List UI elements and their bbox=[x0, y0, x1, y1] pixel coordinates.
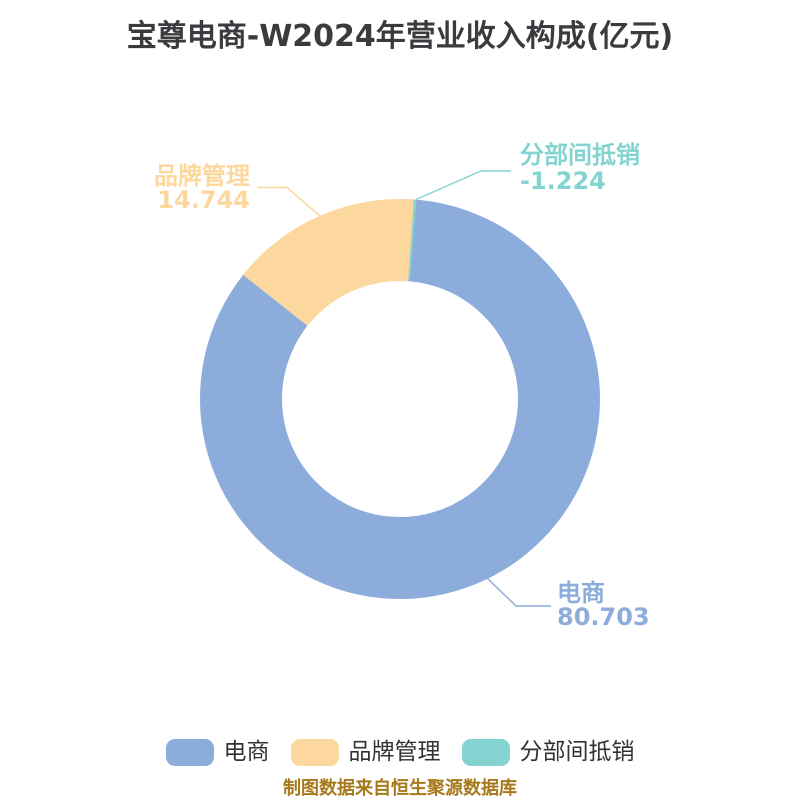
slice-label-ecommerce: 电商 bbox=[557, 579, 605, 607]
legend-item-brand-management[interactable]: 品牌管理 bbox=[290, 739, 441, 766]
label-line-brand-management bbox=[257, 186, 321, 217]
pie-slice-inter-segment-elimination[interactable] bbox=[408, 199, 417, 282]
pie-slice-ecommerce[interactable] bbox=[199, 199, 600, 599]
label-line-inter-segment-elimination bbox=[415, 170, 511, 201]
legend-label-inter-segment-elimination: 分部间抵销 bbox=[519, 739, 635, 765]
chart-title: 宝尊电商-W2024年营业收入构成(亿元) bbox=[126, 19, 674, 54]
slice-label-brand-management: 品牌管理 bbox=[154, 162, 250, 190]
legend-swatch-ecommerce bbox=[165, 739, 214, 766]
slice-value-brand-management: 14.744 bbox=[157, 186, 250, 214]
legend-label-ecommerce: 电商 bbox=[223, 739, 270, 765]
label-lines bbox=[257, 170, 551, 607]
legend-swatch-inter-segment-elimination bbox=[461, 739, 510, 766]
pie-slices bbox=[199, 199, 600, 599]
pie-slice-brand-management[interactable] bbox=[243, 199, 417, 326]
slice-labels: 分部间抵销 -1.224 品牌管理 14.744 电商 80.703 bbox=[154, 141, 650, 631]
chart-legend: 电商 品牌管理 分部间抵销 bbox=[0, 739, 800, 766]
legend-label-brand-management: 品牌管理 bbox=[348, 739, 441, 765]
label-line-ecommerce bbox=[486, 577, 551, 607]
slice-label-inter-segment-elimination: 分部间抵销 bbox=[520, 141, 640, 169]
data-source-note: 制图数据来自恒生聚源数据库 bbox=[283, 778, 517, 799]
slice-value-inter-segment-elimination: -1.224 bbox=[520, 167, 606, 195]
legend-swatch-brand-management bbox=[290, 739, 339, 766]
legend-item-inter-segment-elimination[interactable]: 分部间抵销 bbox=[461, 739, 635, 766]
donut-chart: 分部间抵销 -1.224 品牌管理 14.744 电商 80.703 bbox=[154, 141, 650, 631]
slice-value-ecommerce: 80.703 bbox=[557, 603, 650, 631]
legend-item-ecommerce[interactable]: 电商 bbox=[165, 739, 270, 766]
